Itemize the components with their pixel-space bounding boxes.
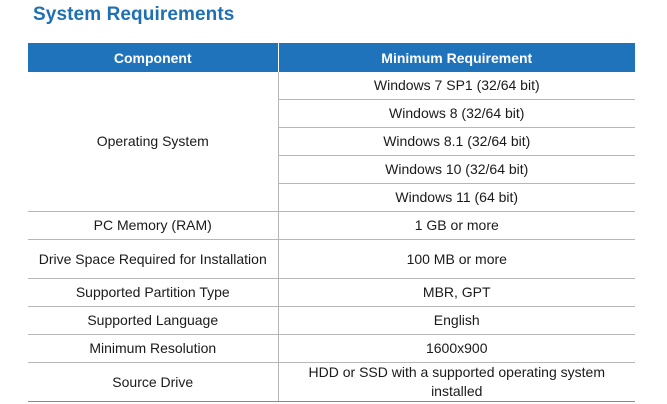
requirement-cell: HDD or SSD with a supported operating sy… [278,362,635,402]
table-row: Supported Partition Type MBR, GPT [28,278,635,307]
requirement-cell: English [278,306,635,335]
table-row: Windows 10 (32/64 bit) [28,155,635,184]
table-row: Windows 8 (32/64 bit) [28,99,635,128]
table-header-row: Component Minimum Requirement [28,43,635,72]
os-version-cell: Windows 10 (32/64 bit) [278,155,635,184]
component-cell: Source Drive [28,362,279,402]
os-version-cell: Windows 8 (32/64 bit) [278,99,635,128]
table-row: Operating System Windows 7 SP1 (32/64 bi… [28,72,635,212]
component-cell: PC Memory (RAM) [28,211,279,240]
table-row: Windows 11 (64 bit) [28,183,635,212]
os-version-cell: Windows 7 SP1 (32/64 bit) [278,72,635,100]
component-cell: Supported Language [28,306,279,335]
table-row: Source Drive HDD or SSD with a supported… [28,362,635,402]
requirement-cell: 100 MB or more [278,239,635,279]
table-row: Minimum Resolution 1600x900 [28,334,635,363]
requirement-cell: 1 GB or more [278,211,635,240]
table-row: PC Memory (RAM) 1 GB or more [28,211,635,240]
requirement-cell: MBR, GPT [278,278,635,307]
component-cell: Supported Partition Type [28,278,279,307]
requirement-cell: 1600x900 [278,334,635,363]
os-version-cell: Windows 8.1 (32/64 bit) [278,127,635,156]
component-column-header: Component [28,43,279,72]
os-version-cell: Windows 11 (64 bit) [278,183,635,212]
component-cell: Minimum Resolution [28,334,279,363]
os-component-cell: Operating System [28,72,279,212]
requirement-column-header: Minimum Requirement [278,43,635,72]
system-requirements-table: Component Minimum Requirement Operating … [28,43,635,402]
page-title: System Requirements [33,4,235,25]
table-row: Supported Language English [28,306,635,335]
table-row: Drive Space Required for Installation 10… [28,239,635,279]
table-row: Windows 8.1 (32/64 bit) [28,127,635,156]
component-cell: Drive Space Required for Installation [28,239,279,279]
